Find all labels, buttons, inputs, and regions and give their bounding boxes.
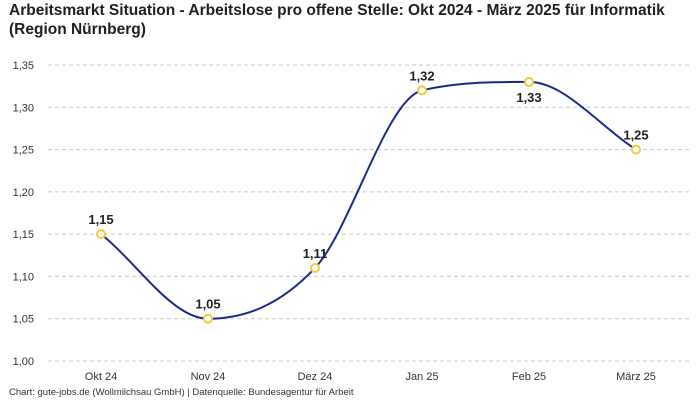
- data-point-marker: [417, 85, 427, 96]
- x-tick-label: Feb 25: [512, 371, 546, 383]
- data-label: 1,33: [516, 90, 541, 105]
- data-label: 1,32: [409, 68, 434, 83]
- y-tick-label: 1,35: [13, 60, 34, 72]
- x-tick-label: Okt 24: [85, 371, 117, 383]
- y-tick-label: 1,15: [13, 229, 34, 241]
- series-line: [100, 80, 637, 320]
- data-label: 1,15: [88, 212, 113, 227]
- x-tick-label: Jan 25: [405, 371, 438, 383]
- y-tick-label: 1,25: [13, 145, 34, 157]
- data-point-marker: [96, 229, 106, 240]
- data-label: 1,11: [303, 246, 328, 261]
- data-label: 1,05: [195, 297, 220, 312]
- chart-title: Arbeitsmarkt Situation - Arbeitslose pro…: [9, 2, 665, 38]
- series-line-group: [100, 80, 637, 320]
- y-tick-label: 1,20: [13, 187, 34, 199]
- y-tick-label: 1,10: [13, 271, 34, 283]
- data-point-marker: [203, 313, 213, 324]
- data-point-marker: [524, 76, 534, 87]
- data-point-marker: [310, 262, 320, 273]
- gridlines: [48, 64, 690, 362]
- x-tick-label: Nov 24: [191, 371, 226, 383]
- data-point-marker: [631, 144, 641, 155]
- source-footer: Chart: gute-jobs.de (Wollmilchsau GmbH) …: [9, 387, 354, 398]
- data-labels: 1,15 1,05 1,11 1,32 1,33 1,25: [88, 68, 648, 311]
- y-tick-label: 1,00: [13, 356, 34, 368]
- x-tick-label: Dez 24: [298, 371, 333, 383]
- markers: [96, 76, 641, 324]
- data-label: 1,25: [623, 128, 648, 143]
- x-tick-label: März 25: [616, 371, 656, 383]
- y-tick-label: 1,30: [13, 102, 34, 114]
- y-axis-ticks: 1,00 1,05 1,10 1,15 1,20 1,25 1,30 1,35: [13, 60, 34, 368]
- x-axis-ticks: Okt 24 Nov 24 Dez 24 Jan 25 Feb 25 März 25: [85, 371, 656, 383]
- y-tick-label: 1,05: [13, 314, 34, 326]
